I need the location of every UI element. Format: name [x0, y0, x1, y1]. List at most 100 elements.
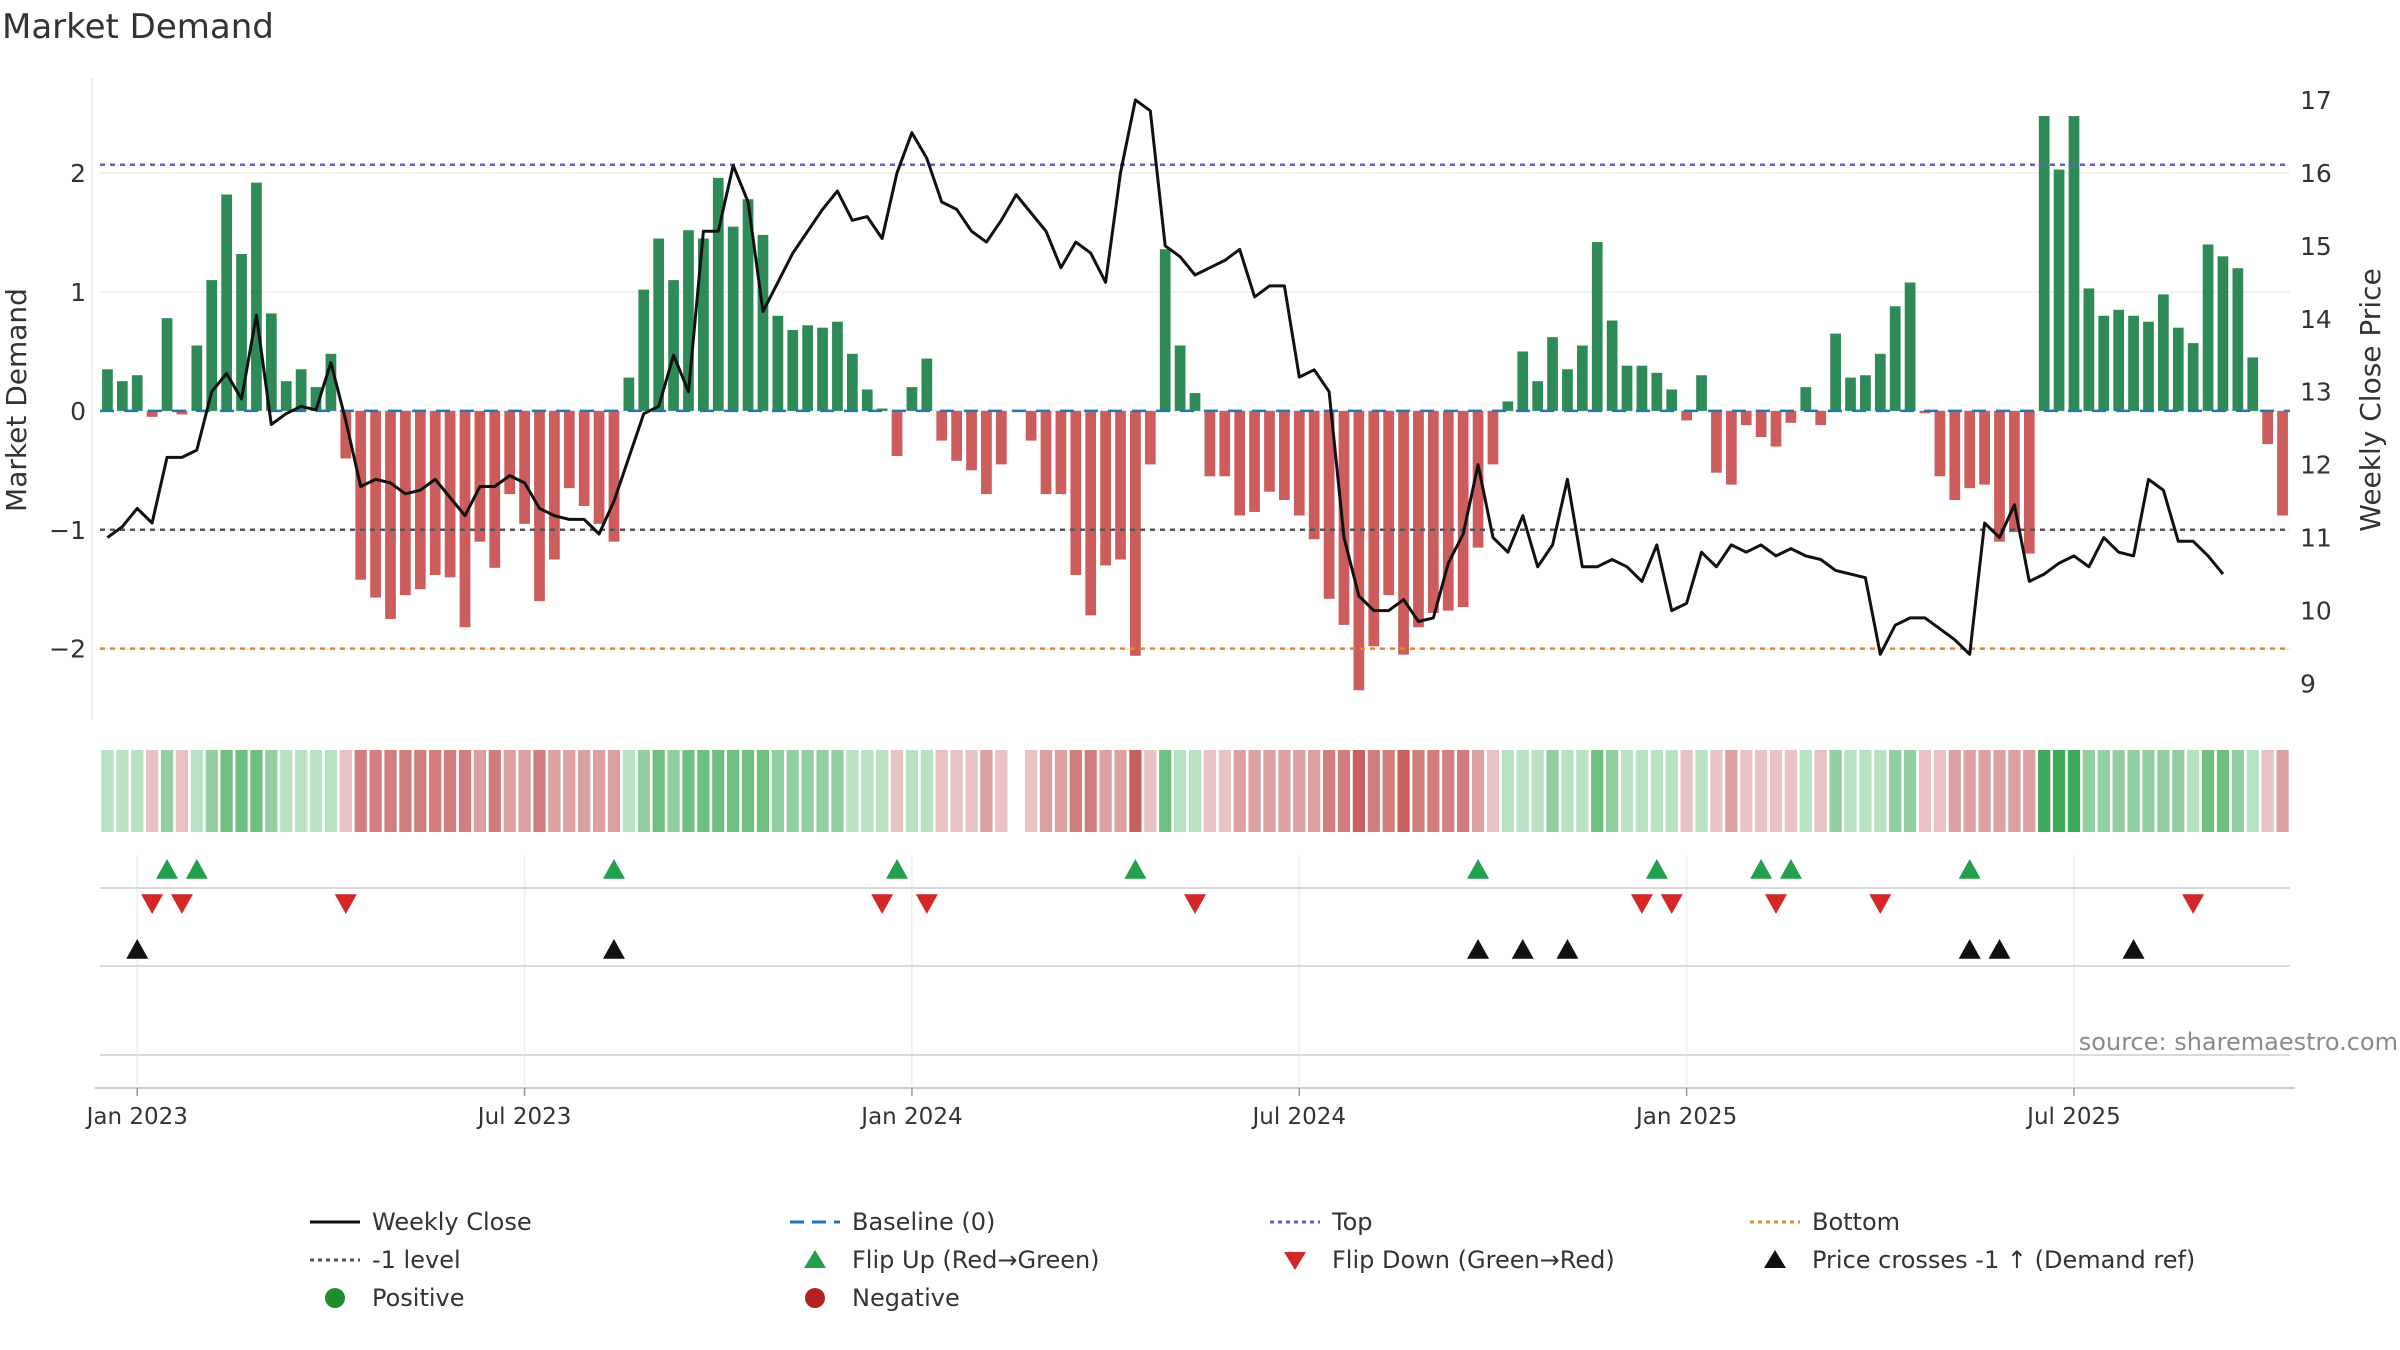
strip-cell: [1650, 750, 1663, 832]
strip-cell: [1129, 750, 1142, 832]
legend-flip-down: Flip Down (Green→Red): [1260, 1243, 1615, 1277]
demand-bar: [1666, 389, 1678, 411]
strip-cell: [1784, 750, 1798, 832]
strip-cell: [1814, 750, 1827, 832]
strip-cell: [1844, 750, 1857, 832]
legend-label: Flip Down (Green→Red): [1332, 1246, 1615, 1274]
demand-bar: [2053, 169, 2065, 411]
demand-bar: [1219, 410, 1231, 477]
strip-cell: [443, 750, 457, 832]
legend-label: Bottom: [1812, 1208, 1901, 1236]
demand-bar: [2038, 116, 2050, 411]
demand-bar: [1353, 410, 1365, 691]
demand-bar: [1487, 410, 1499, 465]
demand-bar: [2158, 294, 2169, 411]
strip-cell: [831, 750, 844, 832]
flip-down-marker: [1630, 894, 1653, 914]
demand-bar: [2098, 315, 2110, 411]
demand-bar: [519, 410, 530, 524]
x-tick-label: Jan 2025: [1634, 1104, 1737, 1130]
demand-bar: [2172, 327, 2184, 411]
left-axis-label: Market Demand: [0, 288, 33, 512]
demand-bar: [1472, 410, 1484, 548]
right-axis-ticks: 17 16 15 14 13 12 11 10 9: [2300, 86, 2332, 699]
reference-lines: [100, 163, 2290, 650]
demand-bar: [1949, 410, 1961, 501]
strip-cell: [2052, 750, 2066, 832]
demand-bar: [2143, 321, 2154, 411]
demand-bar: [1770, 410, 1782, 447]
demand-bar: [906, 387, 918, 411]
demand-bar: [2113, 309, 2125, 411]
strip-cell: [1427, 750, 1440, 832]
demand-bar: [1889, 306, 1901, 411]
demand-bar: [385, 410, 396, 619]
strip-cell: [980, 750, 993, 832]
demand-bar: [176, 410, 188, 415]
flip-up-marker: [185, 859, 208, 879]
strip-cell: [1606, 750, 1619, 832]
left-tick-label: 1: [70, 278, 86, 307]
demand-bar: [1785, 410, 1797, 423]
demand-bar: [2202, 244, 2214, 411]
chart-title: Market Demand: [2, 7, 274, 47]
demand-bar: [1874, 353, 1886, 411]
strip-cell: [1367, 750, 1380, 832]
demand-bar: [1740, 410, 1752, 426]
demand-bar: [400, 410, 411, 596]
strip-cell: [2008, 750, 2021, 832]
legend-label: Flip Up (Red→Green): [852, 1246, 1100, 1274]
demand-bar: [280, 381, 292, 411]
strip-cell: [324, 750, 338, 832]
demand-bar: [1070, 410, 1082, 575]
strip-cell: [1084, 750, 1097, 832]
flip-up-marker: [1124, 859, 1147, 879]
flip-up-marker: [886, 859, 909, 879]
strip-cell: [1874, 750, 1887, 832]
demand-bar: [1144, 410, 1156, 465]
strip-cell: [786, 750, 799, 832]
demand-bar: [712, 177, 724, 411]
triangle-up-icon: [1764, 1250, 1786, 1268]
strip-cell: [1710, 750, 1723, 832]
dotted-line-icon: [310, 1258, 360, 1262]
strip-cell: [2201, 750, 2215, 832]
flip-down-marker: [871, 894, 894, 914]
strip-cell: [533, 750, 546, 832]
strip-cell: [1293, 750, 1306, 832]
strip-cell: [160, 750, 174, 832]
legend: Weekly Close Baseline (0) Top Bottom -1 …: [300, 1205, 2250, 1335]
right-tick-label: 16: [2300, 159, 2332, 188]
demand-bar: [1308, 410, 1320, 540]
right-tick-label: 12: [2300, 451, 2332, 480]
strip-cell: [1352, 750, 1365, 832]
demand-bar: [265, 313, 277, 411]
strip-cell: [2187, 750, 2200, 832]
triangle-up-icon: [804, 1250, 826, 1268]
right-tick-label: 13: [2300, 378, 2332, 407]
demand-bar: [653, 238, 665, 411]
demand-bar: [1398, 410, 1409, 655]
left-tick-label: 0: [70, 397, 86, 426]
demand-bar: [1100, 410, 1111, 566]
strip-cell: [488, 750, 501, 832]
price-cross-marker: [1958, 939, 1981, 959]
demand-bar: [340, 410, 352, 459]
strip-cell: [637, 750, 650, 832]
strip-cell: [1516, 750, 1529, 832]
strip-cell: [369, 750, 382, 832]
demand-bar: [1725, 410, 1737, 485]
demand-bar: [578, 410, 590, 506]
right-tick-label: 17: [2300, 86, 2332, 115]
flip-down-marker: [334, 894, 357, 914]
demand-bar: [1517, 351, 1529, 411]
demand-bar: [802, 325, 814, 411]
demand-bar: [876, 408, 888, 411]
demand-bar: [131, 375, 143, 411]
strip-cell: [1591, 750, 1604, 832]
demand-bar: [295, 369, 307, 411]
strip-cell: [1382, 750, 1395, 832]
strip-cell: [1203, 750, 1217, 832]
demand-bar: [1830, 333, 1841, 411]
strip-cell: [1248, 750, 1261, 832]
